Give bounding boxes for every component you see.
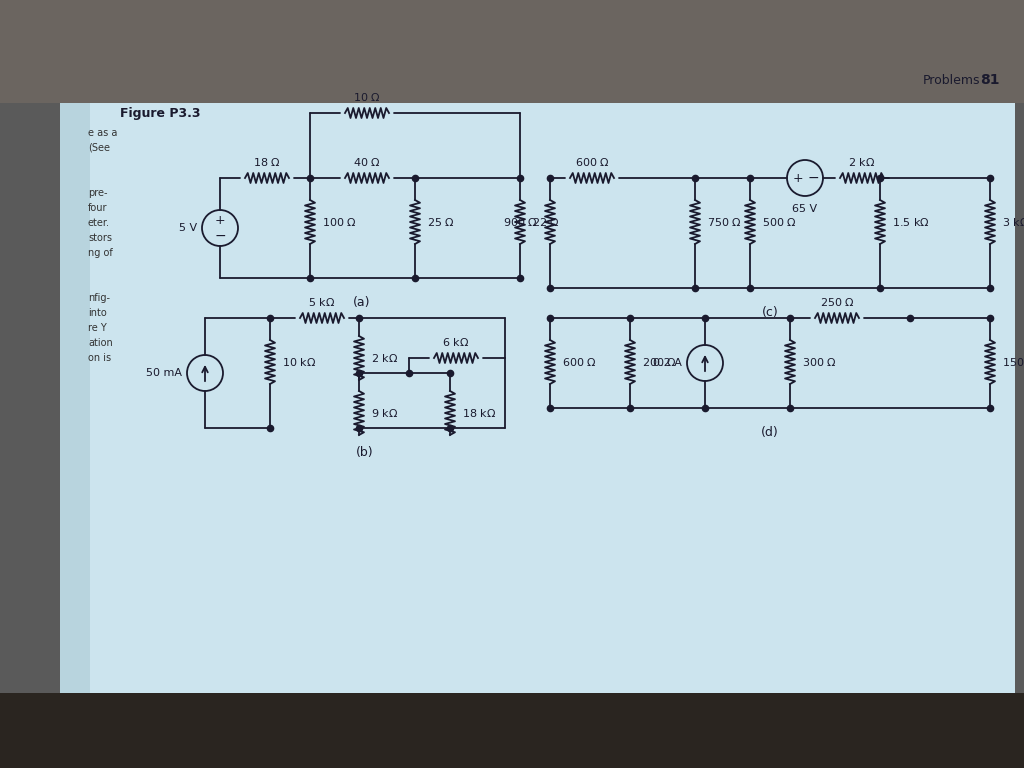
Text: 65 V: 65 V: [793, 204, 817, 214]
Text: 600 $\Omega$: 600 $\Omega$: [574, 156, 609, 168]
Bar: [60, 103, 90, 693]
Text: 22 $\Omega$: 22 $\Omega$: [532, 216, 560, 228]
Text: 3 k$\Omega$: 3 k$\Omega$: [1002, 216, 1024, 228]
Text: (a): (a): [353, 296, 371, 309]
Text: 100 $\Omega$: 100 $\Omega$: [322, 216, 356, 228]
Text: 5 V: 5 V: [179, 223, 197, 233]
Text: 200 $\Omega$: 200 $\Omega$: [642, 356, 677, 368]
Text: ation: ation: [88, 338, 113, 348]
Text: 18 $\Omega$: 18 $\Omega$: [253, 156, 281, 168]
Text: 40 $\Omega$: 40 $\Omega$: [353, 156, 381, 168]
Text: +: +: [793, 171, 803, 184]
Text: +: +: [215, 214, 225, 227]
Text: nfig-: nfig-: [88, 293, 110, 303]
Bar: [60, 103, 1015, 693]
Text: 81: 81: [981, 73, 1000, 87]
Text: 50 mA: 50 mA: [146, 368, 182, 378]
Text: (b): (b): [356, 446, 374, 459]
Text: pre-: pre-: [88, 188, 108, 198]
Text: 5 k$\Omega$: 5 k$\Omega$: [308, 296, 336, 308]
Text: −: −: [807, 171, 819, 185]
Text: 18 k$\Omega$: 18 k$\Omega$: [462, 407, 497, 419]
Text: 0.2 A: 0.2 A: [653, 358, 682, 368]
Text: 2 k$\Omega$: 2 k$\Omega$: [849, 156, 876, 168]
Text: 6 k$\Omega$: 6 k$\Omega$: [442, 336, 470, 348]
Text: 150 $\Omega$: 150 $\Omega$: [1002, 356, 1024, 368]
Text: 900 $\Omega$: 900 $\Omega$: [503, 216, 538, 228]
Text: on is: on is: [88, 353, 112, 363]
Text: Figure P3.3: Figure P3.3: [120, 107, 201, 120]
Text: 300 $\Omega$: 300 $\Omega$: [802, 356, 837, 368]
Text: 600 $\Omega$: 600 $\Omega$: [562, 356, 597, 368]
Text: 750 $\Omega$: 750 $\Omega$: [707, 216, 741, 228]
Text: 9 k$\Omega$: 9 k$\Omega$: [371, 407, 398, 419]
Text: (c): (c): [762, 306, 778, 319]
Text: stors: stors: [88, 233, 112, 243]
Text: 500 $\Omega$: 500 $\Omega$: [762, 216, 797, 228]
Text: eter.: eter.: [88, 218, 110, 228]
Text: 250 $\Omega$: 250 $\Omega$: [819, 296, 854, 308]
Text: (d): (d): [761, 426, 779, 439]
Text: into: into: [88, 308, 106, 318]
Text: 2 k$\Omega$: 2 k$\Omega$: [371, 352, 398, 364]
Text: 10 $\Omega$: 10 $\Omega$: [353, 91, 381, 103]
Text: 1.5 k$\Omega$: 1.5 k$\Omega$: [892, 216, 930, 228]
Text: (See: (See: [88, 143, 110, 153]
Text: 25 $\Omega$: 25 $\Omega$: [427, 216, 455, 228]
Text: −: −: [214, 229, 226, 243]
Text: four: four: [88, 203, 108, 213]
Text: Problems: Problems: [923, 74, 980, 87]
Text: re Y: re Y: [88, 323, 106, 333]
Bar: [0, 693, 1024, 768]
Text: ng of: ng of: [88, 248, 113, 258]
Text: e as a: e as a: [88, 128, 118, 138]
Text: 10 k$\Omega$: 10 k$\Omega$: [282, 356, 316, 368]
Bar: [0, 0, 1024, 103]
